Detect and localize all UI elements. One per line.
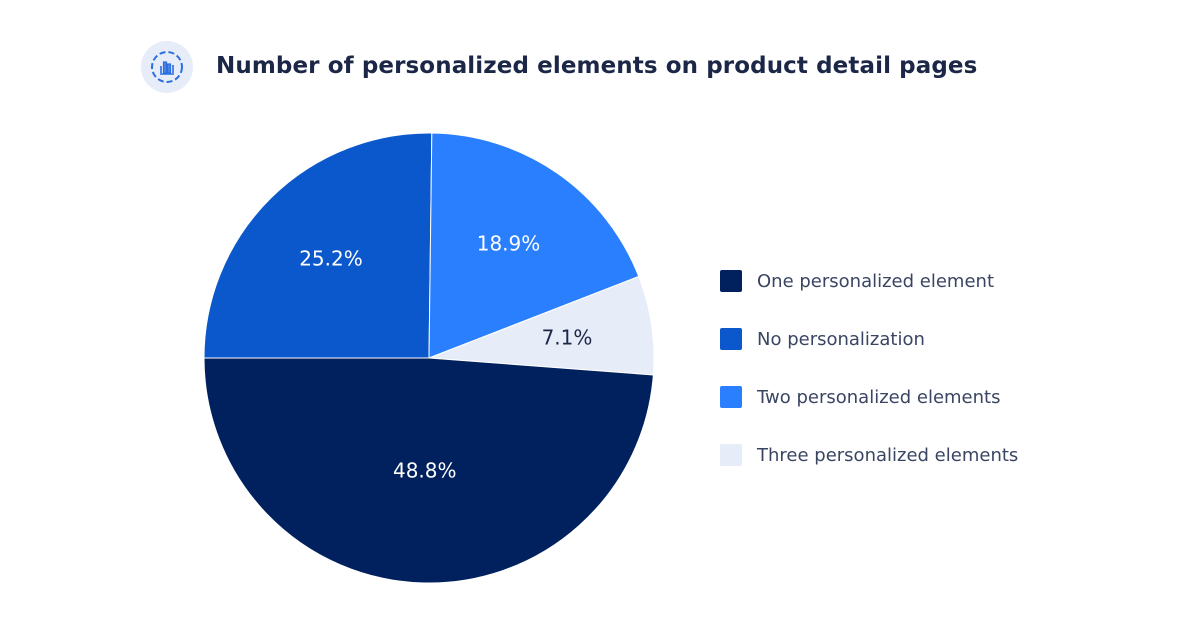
legend-item: Three personalized elements [720,426,1018,484]
legend-label: Two personalized elements [757,386,1001,408]
legend-swatch [720,328,742,350]
legend-swatch [720,444,742,466]
chart-title: Number of personalized elements on produ… [216,53,978,79]
legend-swatch [720,270,742,292]
legend-label: Three personalized elements [757,444,1019,466]
pie-slice-no-personalization [203,132,433,359]
pie-slice-two-personalized-elements [428,132,640,359]
legend-swatch [720,386,742,408]
data-label: 48.8% [393,458,457,482]
data-label: 25.2% [299,247,363,271]
bar-chart-icon [141,41,193,93]
legend-label: No personalization [757,328,925,350]
pie-slice-one-personalized-element [203,357,654,584]
legend-item: Two personalized elements [720,368,1018,426]
pie-slice-three-personalized-elements [428,275,655,376]
data-label: 18.9% [477,231,541,255]
data-label: 7.1% [542,325,593,349]
legend-item: No personalization [720,310,1018,368]
legend-item: One personalized element [720,252,1018,310]
legend: One personalized element No personalizati… [720,252,1018,484]
legend-label: One personalized element [757,270,994,292]
